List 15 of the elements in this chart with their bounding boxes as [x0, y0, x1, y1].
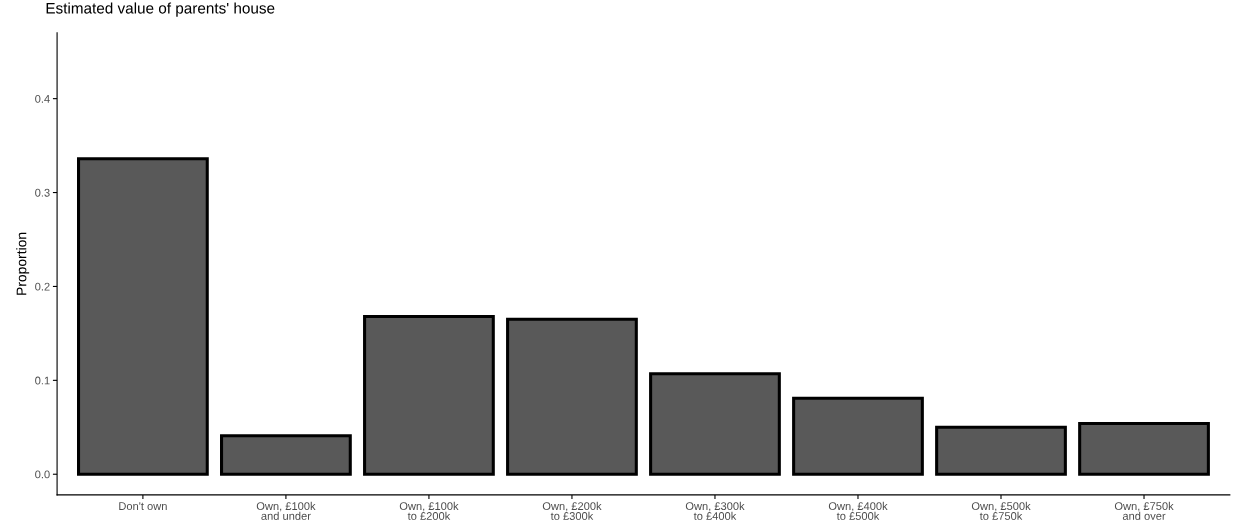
x-tick-label: Own, £100k and under: [256, 501, 316, 520]
x-tick-label: Don't own: [119, 502, 167, 510]
y-axis-title: Proportion: [16, 232, 30, 295]
x-tick-label: Own, £200k to £300k: [542, 501, 602, 520]
x-tick-label: Own, £300k to £400k: [685, 501, 745, 520]
y-tick-label: 0.3: [35, 188, 50, 197]
x-tick-label: Own, £100k to £200k: [399, 501, 459, 520]
y-tick-label: 0.0: [35, 470, 50, 479]
x-tick-label: Own, £500k to £750k: [971, 501, 1031, 520]
x-tick-label: Own, £400k to £500k: [828, 501, 888, 520]
x-tick-label: Own, £750k and over: [1114, 501, 1174, 520]
chart-title: Estimated value of parents' house: [46, 2, 275, 17]
y-tick-label: 0.4: [35, 94, 50, 103]
y-tick-label: 0.2: [35, 282, 50, 291]
y-tick-label: 0.1: [35, 376, 50, 385]
